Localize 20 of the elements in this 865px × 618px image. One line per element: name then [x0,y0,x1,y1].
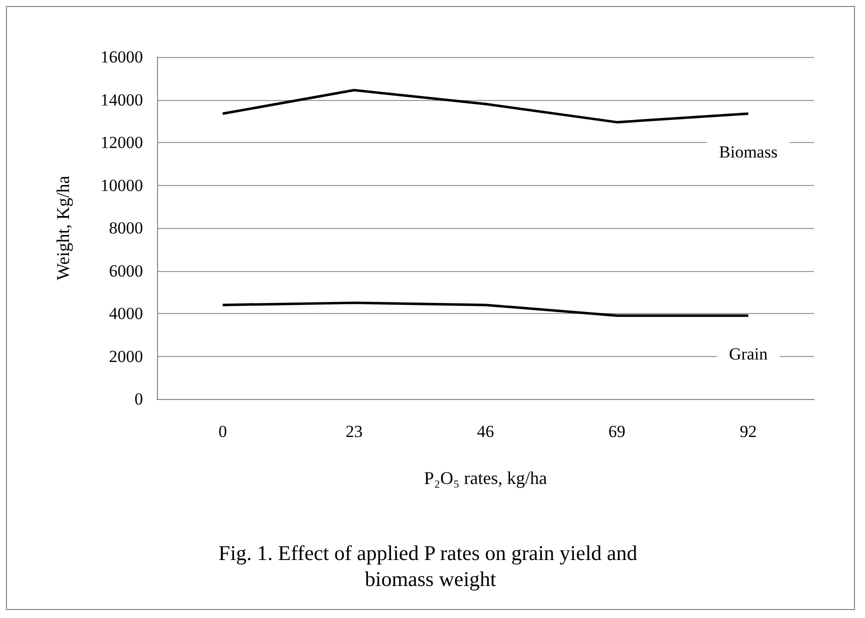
x-tick-label: 0 [218,422,227,441]
y-tick-label: 6000 [109,261,143,280]
x-axis-title: P₂O₅ rates, kg/ha [424,468,548,488]
y-tick-label: 0 [134,390,143,408]
y-tick-label: 8000 [109,218,143,238]
x-tick-label: 69 [608,422,626,441]
x-tick-label: 46 [477,422,494,441]
y-tick-label: 10000 [100,176,143,195]
series-label: Grain [728,344,768,364]
x-tick-label: 23 [346,422,363,441]
y-tick-label: 2000 [109,346,143,366]
y-tick-label: 12000 [100,133,143,152]
line-series [221,88,750,124]
series-label: Biomass [719,142,778,162]
y-tick-label: 16000 [100,48,143,66]
y-tick-label: 4000 [109,304,143,323]
y-tick-label: 14000 [100,90,143,110]
x-tick-label: 92 [740,422,757,441]
text: Fig. 1. Effect of applied P rates on grain yield and biomass weight [218,541,642,591]
y-axis-title: Weight, Kg/ha [53,176,73,280]
